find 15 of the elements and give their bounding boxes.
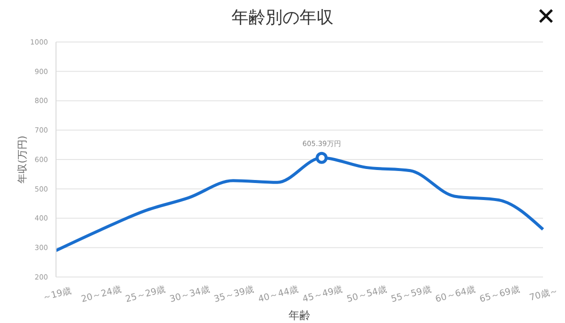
x-tick-label: 45～49歳 [301, 284, 344, 305]
x-tick-label: 40～44歳 [257, 284, 300, 305]
chart-title: 年齢別の年収 [230, 7, 334, 29]
x-tick-label: 30～34歳 [168, 284, 211, 305]
x-tick-label: 70歳～ [528, 285, 560, 304]
x-tick-label: 65～69歳 [478, 284, 521, 305]
y-axis-title: 年収(万円) [16, 136, 29, 184]
x-axis-title: 年齢 [288, 309, 310, 322]
x-tick-label: 55～59歳 [390, 284, 432, 305]
x-tick-label: 60～64歳 [434, 284, 477, 305]
x-tick-label: 25～29歳 [124, 284, 167, 305]
x-tick-label: 50～54歳 [346, 284, 388, 305]
x-tick-label: ～19歳 [41, 285, 73, 304]
x-tick-label: 35～39歳 [212, 284, 256, 305]
x-tick-label: 20～24歳 [80, 284, 122, 305]
